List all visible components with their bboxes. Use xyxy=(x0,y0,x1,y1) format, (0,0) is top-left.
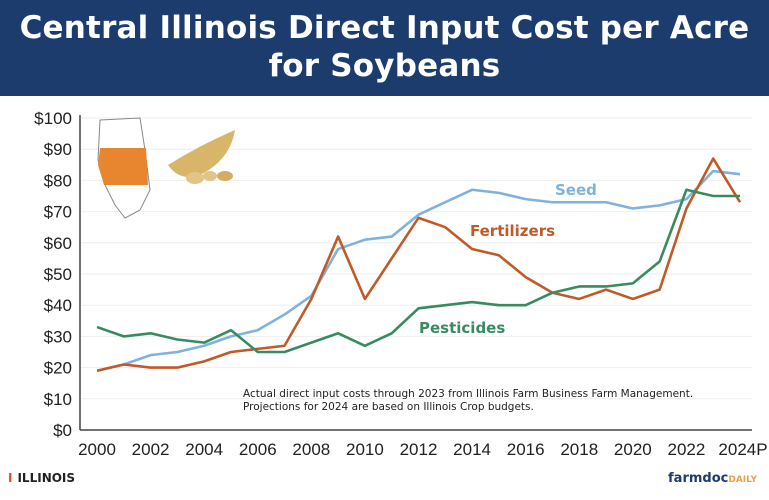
series-label-pesticides: Pesticides xyxy=(419,319,505,337)
y-tick-label: $100 xyxy=(34,109,72,128)
y-tick-label: $90 xyxy=(44,140,72,159)
x-tick-label: 2024P xyxy=(718,440,767,459)
x-tick-label: 2010 xyxy=(346,440,384,459)
x-tick-label: 2022 xyxy=(668,440,706,459)
chart-title: Central Illinois Direct Input Cost per A… xyxy=(0,0,769,96)
y-tick-label: $30 xyxy=(44,327,72,346)
soybean-pods-icon xyxy=(168,130,235,184)
x-tick-label: 2004 xyxy=(185,440,223,459)
y-tick-label: $50 xyxy=(44,265,72,284)
illinois-logo: I ILLINOIS xyxy=(8,471,75,485)
daily-logo-text: DAILY xyxy=(728,475,757,485)
series-line-fertilizers xyxy=(96,157,742,372)
x-tick-label: 2020 xyxy=(614,440,652,459)
x-tick-label: 2018 xyxy=(560,440,598,459)
x-tick-label: 2008 xyxy=(292,440,330,459)
farmdoc-logo-text: farmdoc xyxy=(668,471,729,486)
y-tick-label: $40 xyxy=(44,296,72,315)
annotation-line-1: Actual direct input costs through 2023 f… xyxy=(243,388,693,400)
illinois-logo-text: ILLINOIS xyxy=(17,471,76,485)
y-tick-label: $0 xyxy=(53,421,72,440)
series-line-pesticides xyxy=(96,188,740,354)
series-line-seed xyxy=(96,169,741,372)
series-label-seed: Seed xyxy=(555,181,597,199)
x-tick-label: 2006 xyxy=(239,440,277,459)
series-label-fertilizers: Fertilizers xyxy=(470,222,555,240)
farmdoc-daily-logo: farmdocDAILY xyxy=(668,471,757,486)
y-tick-label: $80 xyxy=(44,171,72,190)
y-tick-label: $10 xyxy=(44,390,72,409)
illinois-map-icon xyxy=(97,117,151,219)
y-tick-label: $60 xyxy=(44,234,72,253)
x-tick-label: 2014 xyxy=(453,440,491,459)
y-tick-label: $70 xyxy=(44,203,72,222)
x-tick-label: 2002 xyxy=(132,440,170,459)
x-tick-label: 2016 xyxy=(507,440,545,459)
annotation-line-2: Projections for 2024 are based on Illino… xyxy=(243,401,534,413)
x-tick-label: 2000 xyxy=(78,440,116,459)
y-tick-label: $20 xyxy=(44,359,72,378)
illinois-block-i-icon: I xyxy=(8,471,13,485)
line-chart: $0 $10 $20 $30 $40 $50 $60 $70 $80 $90 $100 2000 20… xyxy=(34,109,767,459)
x-tick-label: 2012 xyxy=(400,440,438,459)
